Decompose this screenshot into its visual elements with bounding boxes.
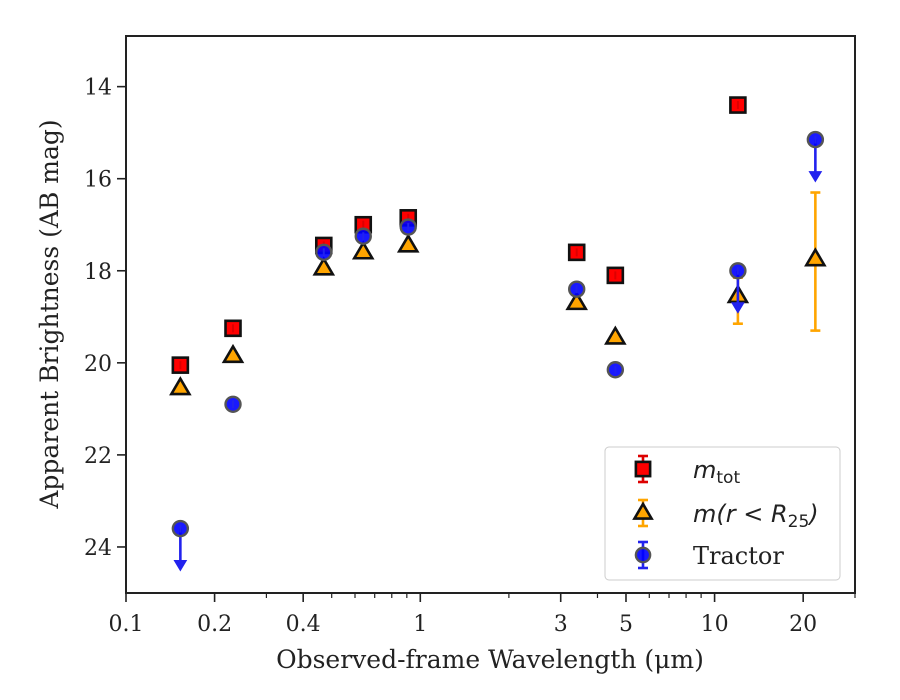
legend-label-mr25: m(r < R25): [693, 500, 819, 532]
x-tick-label: 1: [413, 612, 427, 637]
series-tractor: [171, 130, 825, 572]
legend-item-tractor: Tractor: [634, 540, 784, 570]
legend-marker-mr25: [632, 501, 654, 520]
legend-item-mtot: mtot: [634, 454, 740, 488]
legend-marker-mtot: [634, 460, 652, 478]
x-tick-label: 0.1: [109, 612, 144, 637]
x-tick-label: 0.4: [286, 612, 321, 637]
x-tick-label: 3: [554, 612, 568, 637]
upper-limit-arrowhead: [808, 171, 823, 183]
legend-item-mr25: m(r < R25): [632, 498, 819, 532]
y-axis-label: Apparent Brightness (AB mag): [35, 119, 64, 509]
x-tick-label: 5: [619, 612, 633, 637]
y-tick-label: 24: [84, 536, 112, 561]
upper-limit-arrowhead: [173, 560, 188, 572]
axis-ticks: 0.1 0.2 0.4 1 3 5 10 20 14 16 18 20 22 24: [84, 76, 856, 637]
x-tick-label: 10: [701, 612, 729, 637]
x-axis-label: Observed-frame Wavelength (μm): [276, 645, 704, 674]
legend-box: [604, 446, 841, 581]
legend-label-mtot: mtot: [693, 456, 740, 488]
upper-limit-arrowhead: [731, 302, 745, 314]
y-tick-label: 20: [84, 352, 112, 377]
y-tick-label: 22: [84, 444, 112, 469]
legend-label-tractor: Tractor: [693, 542, 784, 570]
legend-marker-tractor: [634, 546, 652, 564]
x-tick-label: 0.2: [197, 612, 232, 637]
y-tick-label: 14: [84, 76, 112, 101]
legend: mtot m(r < R25) Tractor: [604, 446, 841, 581]
x-tick-label: 20: [789, 612, 817, 637]
data-marks: [169, 96, 827, 572]
y-tick-label: 16: [84, 168, 112, 193]
y-tick-label: 18: [84, 260, 112, 285]
